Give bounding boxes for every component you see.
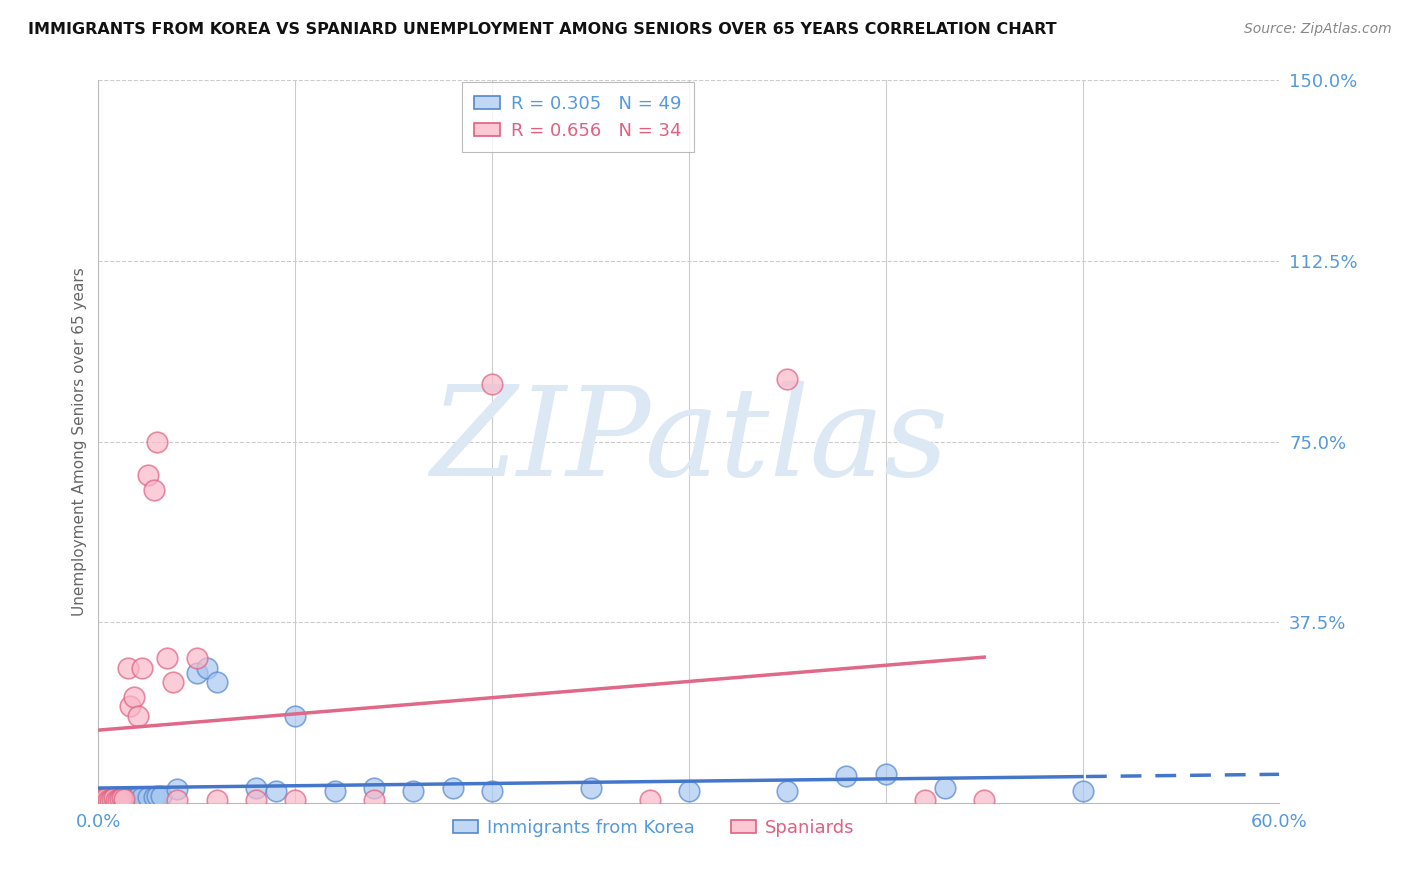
Point bbox=[91, 793, 114, 807]
Point bbox=[127, 790, 149, 805]
Point bbox=[103, 791, 125, 805]
Point bbox=[93, 792, 115, 806]
Point bbox=[89, 793, 111, 807]
Point bbox=[402, 784, 425, 798]
Point bbox=[264, 784, 287, 798]
Point bbox=[105, 792, 128, 806]
Point bbox=[835, 769, 858, 783]
Text: Source: ZipAtlas.com: Source: ZipAtlas.com bbox=[1244, 22, 1392, 37]
Point bbox=[142, 483, 165, 497]
Point bbox=[118, 791, 141, 805]
Point bbox=[112, 791, 135, 805]
Point bbox=[107, 793, 129, 807]
Legend: Immigrants from Korea, Spaniards: Immigrants from Korea, Spaniards bbox=[446, 812, 862, 845]
Point bbox=[638, 793, 661, 807]
Point bbox=[101, 792, 124, 806]
Point bbox=[156, 651, 179, 665]
Point bbox=[131, 790, 153, 805]
Point bbox=[245, 781, 267, 796]
Point bbox=[111, 792, 134, 806]
Point bbox=[162, 675, 184, 690]
Point bbox=[97, 793, 120, 807]
Point bbox=[323, 784, 346, 798]
Point bbox=[122, 791, 145, 805]
Point bbox=[146, 434, 169, 449]
Point bbox=[122, 690, 145, 704]
Point bbox=[150, 789, 173, 803]
Point bbox=[914, 793, 936, 807]
Point bbox=[105, 793, 128, 807]
Point bbox=[121, 792, 143, 806]
Point bbox=[127, 709, 149, 723]
Point bbox=[481, 784, 503, 798]
Point bbox=[481, 376, 503, 391]
Point bbox=[245, 793, 267, 807]
Point bbox=[89, 793, 111, 807]
Point bbox=[776, 784, 799, 798]
Point bbox=[125, 790, 148, 805]
Point bbox=[97, 793, 120, 807]
Point bbox=[107, 793, 129, 807]
Point bbox=[441, 781, 464, 796]
Point bbox=[101, 792, 124, 806]
Point bbox=[363, 793, 385, 807]
Point bbox=[98, 793, 121, 807]
Point bbox=[776, 372, 799, 386]
Point bbox=[96, 792, 118, 806]
Point bbox=[96, 791, 118, 805]
Point bbox=[101, 793, 124, 807]
Point bbox=[131, 661, 153, 675]
Point bbox=[579, 781, 602, 796]
Point bbox=[91, 793, 114, 807]
Point bbox=[112, 792, 135, 806]
Point bbox=[107, 792, 129, 806]
Point bbox=[93, 791, 115, 805]
Point bbox=[363, 781, 385, 796]
Y-axis label: Unemployment Among Seniors over 65 years: Unemployment Among Seniors over 65 years bbox=[72, 268, 87, 615]
Point bbox=[1071, 784, 1094, 798]
Point bbox=[186, 651, 208, 665]
Point bbox=[973, 793, 995, 807]
Point bbox=[934, 781, 956, 796]
Point bbox=[284, 793, 307, 807]
Text: IMMIGRANTS FROM KOREA VS SPANIARD UNEMPLOYMENT AMONG SENIORS OVER 65 YEARS CORRE: IMMIGRANTS FROM KOREA VS SPANIARD UNEMPL… bbox=[28, 22, 1057, 37]
Point bbox=[93, 791, 115, 805]
Point bbox=[108, 793, 131, 807]
Point bbox=[205, 675, 228, 690]
Point bbox=[98, 793, 121, 807]
Point bbox=[875, 767, 897, 781]
Point bbox=[136, 468, 159, 483]
Point bbox=[678, 784, 700, 798]
Point bbox=[118, 699, 141, 714]
Point bbox=[205, 793, 228, 807]
Point bbox=[166, 782, 188, 797]
Point bbox=[97, 791, 120, 805]
Text: ZIPatlas: ZIPatlas bbox=[430, 381, 948, 502]
Point bbox=[284, 709, 307, 723]
Point bbox=[136, 790, 159, 805]
Point bbox=[117, 661, 139, 675]
Point bbox=[186, 665, 208, 680]
Point bbox=[103, 793, 125, 807]
Point bbox=[166, 793, 188, 807]
Point bbox=[146, 789, 169, 803]
Point bbox=[96, 793, 118, 807]
Point bbox=[142, 790, 165, 805]
Point bbox=[195, 661, 218, 675]
Point bbox=[111, 791, 134, 805]
Point bbox=[115, 792, 138, 806]
Point bbox=[108, 792, 131, 806]
Point bbox=[117, 792, 139, 806]
